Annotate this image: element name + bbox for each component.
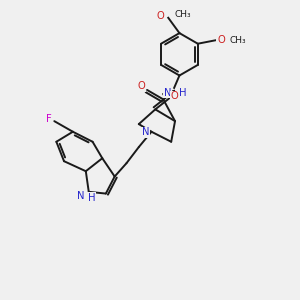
Text: CH₃: CH₃	[230, 36, 246, 45]
Text: O: O	[156, 11, 164, 21]
Text: N: N	[164, 88, 171, 98]
Text: O: O	[171, 92, 178, 101]
Text: CH₃: CH₃	[174, 10, 191, 19]
Text: O: O	[138, 81, 146, 92]
Text: H: H	[178, 88, 186, 98]
Text: O: O	[217, 35, 225, 45]
Text: N: N	[77, 191, 84, 201]
Text: N: N	[142, 127, 149, 137]
Text: H: H	[88, 193, 95, 203]
Text: F: F	[46, 114, 51, 124]
